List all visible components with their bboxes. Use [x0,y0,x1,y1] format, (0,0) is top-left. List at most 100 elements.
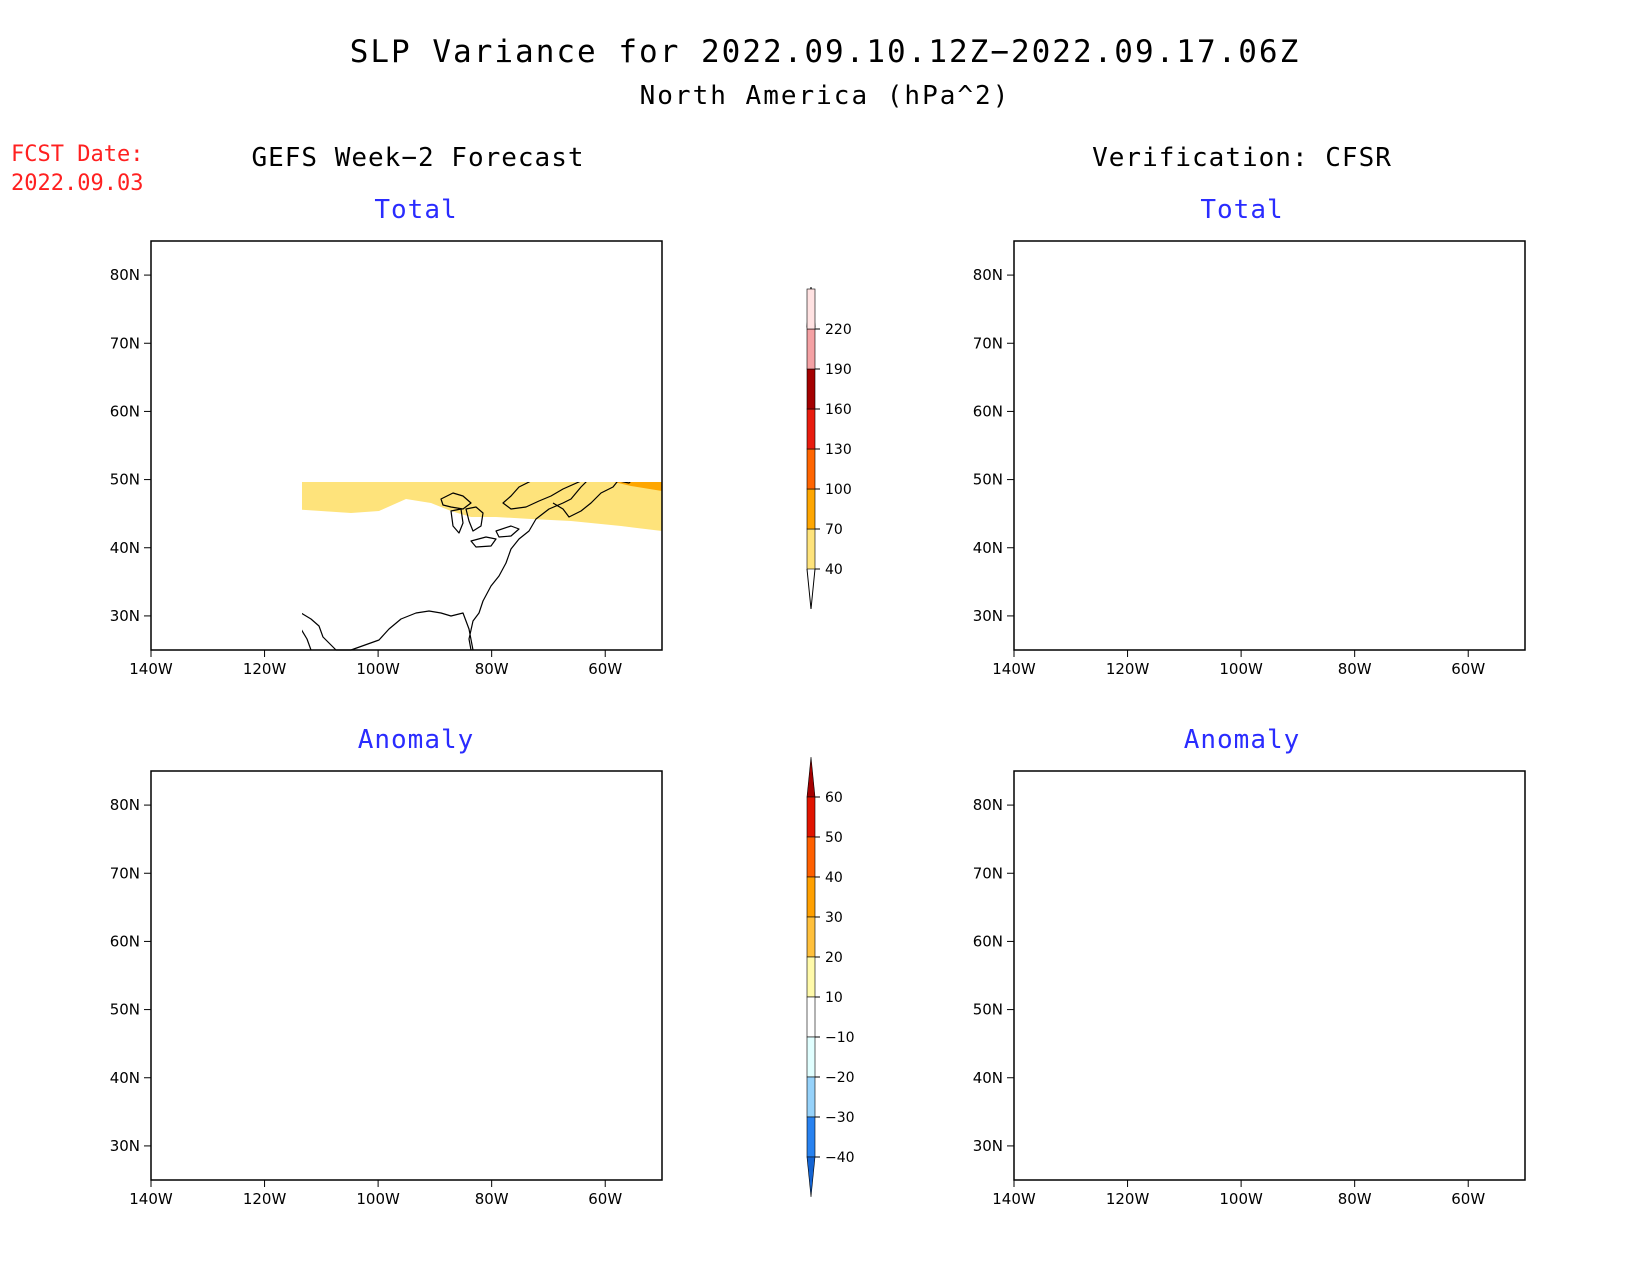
lat-tick-label: 30N [110,1137,140,1155]
colorbar-total-tick-label: 40 [825,562,843,578]
lon-tick-label: 100W [1219,1190,1263,1208]
colorbar-total-tick-label: 70 [825,522,843,538]
coastlines [302,482,663,651]
lat-tick-label: 40N [110,539,140,557]
colorbar-total-tick-label: 190 [825,362,852,378]
colorbar-anomaly-band [806,876,816,918]
colorbar-total-band [806,448,816,490]
fcst-date-value: 2022.09.03 [11,171,143,196]
colorbar-total-band [806,488,816,530]
coastlines [1014,253,1525,650]
lat-tick-label: 70N [110,334,140,352]
map-panel-verification-anomaly [1013,770,1526,1181]
colorbar-anomaly-tick-label: −10 [825,1030,855,1046]
map-axes: 80N 70N 60N 50N 40N 30N 140W 120W 100W 80W 60W 80N 7… [110,266,1486,1208]
shading-forecast-anomaly [151,781,662,1053]
lon-tick-label: 60W [1451,660,1485,678]
colorbar-anomaly-band [806,956,816,998]
panel-title-top-left: Total [374,195,457,225]
lat-tick-label: 80N [973,796,1003,814]
lon-tick-label: 80W [1338,660,1372,678]
lat-tick-label: 50N [973,1001,1003,1019]
colorbar-total: 40 70 100 130 160 190 220 [806,286,852,610]
colorbar-anomaly-band [806,836,816,878]
lat-tick-label: 60N [110,932,140,950]
lat-tick-label: 30N [973,607,1003,625]
lon-tick-label: 100W [356,660,400,678]
colorbar-anomaly-band [806,996,816,1038]
lon-tick-label: 120W [1106,660,1150,678]
lon-tick-label: 80W [475,1190,509,1208]
lat-tick-label: 50N [110,471,140,489]
lat-tick-label: 40N [973,539,1003,557]
colorbar-total-bottom-arrow [806,568,816,610]
coastlines [1014,783,1525,1180]
colorbar-total-tick-label: 100 [825,482,852,498]
lat-tick-label: 70N [973,334,1003,352]
lon-tick-label: 100W [356,1190,400,1208]
lon-tick-label: 60W [588,1190,622,1208]
lat-tick-label: 30N [973,1137,1003,1155]
lat-tick-label: 80N [973,266,1003,284]
colorbar-total-band [806,528,816,570]
map-panel-verification-total [1013,240,1526,651]
panel-title-bottom-right: Anomaly [1184,725,1301,755]
colorbar-total-band [806,288,816,330]
colorbar-anomaly-tick-label: 20 [825,950,843,966]
lat-tick-label: 70N [110,864,140,882]
colorbar-anomaly: −40 −30 −20 −10 10 20 30 40 50 60 [806,756,855,1198]
lon-tick-label: 120W [243,660,287,678]
colorbar-anomaly-band [806,1116,816,1158]
lon-tick-label: 100W [1219,660,1263,678]
right-column-title: Verification: CFSR [1092,143,1392,173]
lat-tick-label: 30N [110,607,140,625]
colorbar-anomaly-top-arrow [806,756,816,798]
lon-tick-label: 140W [129,660,173,678]
map-panel-forecast-anomaly [150,770,663,1181]
lat-tick-label: 70N [973,864,1003,882]
colorbar-anomaly-tick-label: 10 [825,990,843,1006]
shading-verification-total [1014,263,1525,569]
lon-tick-label: 140W [992,1190,1036,1208]
lat-tick-label: 60N [973,932,1003,950]
fcst-date-label: FCST Date: [11,142,143,167]
colorbar-anomaly-band [806,1036,816,1078]
colorbar-anomaly-tick-label: 30 [825,910,843,926]
colorbar-anomaly-tick-label: −20 [825,1070,855,1086]
panel-title-bottom-left: Anomaly [358,725,475,755]
lon-tick-label: 60W [588,660,622,678]
map-panel-forecast-total [150,240,663,651]
lon-tick-label: 120W [243,1190,287,1208]
colorbar-anomaly-tick-label: 50 [825,830,843,846]
lon-tick-label: 140W [992,660,1036,678]
colorbar-anomaly-tick-label: −40 [825,1150,855,1166]
lon-tick-label: 80W [475,660,509,678]
lon-tick-label: 80W [1338,1190,1372,1208]
lat-tick-label: 50N [973,471,1003,489]
coastlines [151,783,662,1180]
figure-title: SLP Variance for 2022.09.10.12Z−2022.09.… [350,34,1301,70]
shading-verification-anomaly [1014,783,1525,1156]
panel-title-top-right: Total [1200,195,1283,225]
lat-tick-label: 40N [973,1069,1003,1087]
lon-tick-label: 140W [129,1190,173,1208]
lat-tick-label: 60N [973,402,1003,420]
colorbar-anomaly-tick-label: −30 [825,1110,855,1126]
lon-tick-label: 60W [1451,1190,1485,1208]
colorbar-anomaly-band [806,796,816,838]
colorbar-total-tick-label: 130 [825,442,852,458]
shading-forecast-total [302,482,662,531]
lat-tick-label: 80N [110,266,140,284]
figure-subtitle: North America (hPa^2) [640,81,1011,111]
lat-tick-label: 80N [110,796,140,814]
colorbar-total-tick-label: 220 [825,322,852,338]
colorbar-total-band [806,368,816,410]
colorbar-total-band [806,328,816,370]
lat-tick-label: 60N [110,402,140,420]
left-column-title: GEFS Week−2 Forecast [251,143,584,173]
lat-tick-label: 40N [110,1069,140,1087]
colorbar-total-tick-label: 160 [825,402,852,418]
colorbar-total-band [806,408,816,450]
colorbar-anomaly-band [806,1076,816,1118]
